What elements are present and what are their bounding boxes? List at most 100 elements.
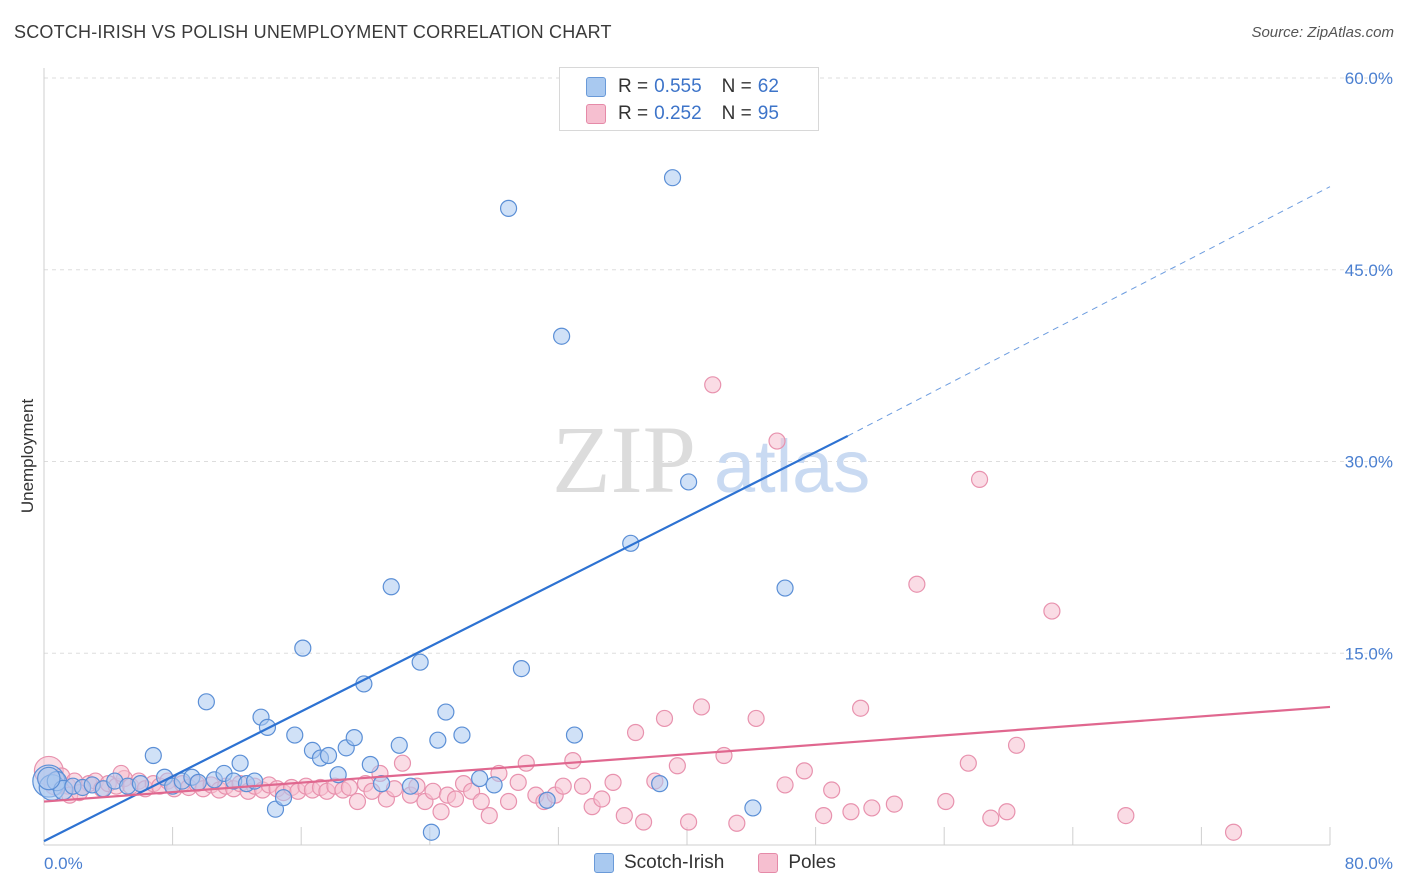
poles-point xyxy=(728,814,746,832)
scotch-irish-point xyxy=(471,769,489,788)
legend-item-poles[interactable]: Poles xyxy=(758,852,836,874)
scotch-irish-point xyxy=(744,799,762,817)
poles-point xyxy=(634,813,653,831)
scotch-irish-point xyxy=(651,775,669,793)
scotch-irish-point xyxy=(274,789,293,807)
poles-point xyxy=(554,777,572,795)
poles-point xyxy=(885,795,903,813)
poles-point xyxy=(1117,806,1135,825)
y-tick-label: 15.0% xyxy=(1345,644,1393,663)
source-credit: Source: ZipAtlas.com xyxy=(1251,24,1394,41)
scotch-irish-point xyxy=(422,823,441,841)
correlation-legend: R = 0.555 N = 62 R = 0.252 N = 95 xyxy=(559,67,819,131)
scotch-irish-point xyxy=(189,773,207,791)
legend-n-label: N = xyxy=(721,103,752,124)
scotch-irish-point xyxy=(390,736,408,754)
poles-point xyxy=(970,470,989,488)
scotch-irish-point xyxy=(453,726,471,744)
scotch-irish-point xyxy=(429,731,447,749)
poles-point xyxy=(959,754,977,772)
legend-swatch-scotch-irish xyxy=(594,853,614,873)
poles-point xyxy=(998,803,1016,821)
zipatlas-watermark: ZIP atlas xyxy=(552,406,870,513)
poles-point xyxy=(842,803,860,821)
poles-point xyxy=(715,746,733,765)
poles-point xyxy=(472,792,490,811)
y-tick-label: 60.0% xyxy=(1345,69,1393,88)
watermark-zip: ZIP xyxy=(552,406,696,513)
scotch-irish-point xyxy=(294,639,312,657)
poles-point xyxy=(1043,602,1061,620)
poles-point xyxy=(499,792,518,811)
poles-point xyxy=(1007,736,1026,754)
scotch-irish-point xyxy=(499,199,518,217)
poles-point xyxy=(1224,823,1243,841)
poles-point xyxy=(564,752,582,770)
scotch-irish-point xyxy=(37,766,61,791)
scotch-irish-point xyxy=(231,754,249,772)
scotch-irish-point xyxy=(401,777,420,795)
poles-point xyxy=(704,376,722,394)
poles-point xyxy=(573,777,592,795)
x-tick-label: 0.0% xyxy=(44,854,83,873)
legend-swatch-poles xyxy=(758,853,779,873)
legend-n-value: 95 xyxy=(757,103,779,124)
chart-title: SCOTCH-IRISH VS POLISH UNEMPLOYMENT CORR… xyxy=(14,22,612,42)
scotch-irish-point xyxy=(680,473,698,491)
poles-point xyxy=(692,698,711,716)
scotch-irish-point xyxy=(319,746,338,765)
legend-item-scotch-irish[interactable]: Scotch-Irish xyxy=(594,852,724,874)
poles-point xyxy=(908,575,926,593)
legend-label-poles: Poles xyxy=(788,852,836,873)
legend-swatch-pink xyxy=(586,104,606,124)
legend-r-label: R = xyxy=(618,76,649,97)
poles-point xyxy=(680,813,698,831)
poles-point xyxy=(747,709,765,728)
legend-label-scotch-irish: Scotch-Irish xyxy=(624,852,725,873)
series-legend: Scotch-Irish Poles xyxy=(594,852,870,874)
x-tick-label: 80.0% xyxy=(1345,854,1393,873)
poles-point xyxy=(655,709,674,728)
poles-point xyxy=(593,790,611,808)
scotch-irish-point xyxy=(286,726,304,744)
scotch-irish-point xyxy=(382,578,400,596)
poles-point xyxy=(776,776,794,794)
scotch-irish-point xyxy=(437,703,455,721)
poles-point xyxy=(446,790,465,808)
poles-point xyxy=(604,773,622,791)
poles-point xyxy=(348,792,367,811)
poles-point xyxy=(393,754,412,772)
scotch-irish-point xyxy=(144,746,162,765)
y-tick-label: 30.0% xyxy=(1345,453,1393,472)
legend-r-value: 0.555 xyxy=(654,76,702,97)
scotch-irish-point xyxy=(553,327,571,345)
poles-point xyxy=(823,781,841,799)
grid-lines xyxy=(44,77,1392,654)
poles-point xyxy=(852,699,870,717)
trend-lines xyxy=(43,186,1331,843)
poles-point xyxy=(432,803,450,821)
scotch-irish-trend-line xyxy=(43,434,849,843)
poles-point xyxy=(937,792,955,811)
legend-r-value: 0.252 xyxy=(654,103,702,124)
scotch-irish-point xyxy=(565,726,584,744)
poles-point xyxy=(340,778,359,797)
poles-trend-line xyxy=(43,705,1331,803)
poles-point xyxy=(863,799,881,817)
scotch-irish-trend-extension xyxy=(847,186,1331,437)
scotch-irish-point xyxy=(663,169,682,187)
legend-n-label: N = xyxy=(721,76,752,97)
scotch-irish-point xyxy=(776,579,794,597)
scotch-irish-point xyxy=(411,653,429,671)
poles-point xyxy=(615,806,633,825)
scotch-irish-point xyxy=(512,659,531,678)
y-tick-label: 45.0% xyxy=(1345,261,1393,280)
legend-r-label: R = xyxy=(618,103,649,124)
tick-labels: 15.0% 30.0% 45.0% 60.0% 0.0% 80.0% xyxy=(44,69,1393,873)
poles-point xyxy=(424,782,442,800)
scotch-irish-point xyxy=(197,693,215,711)
poles-point xyxy=(815,806,833,825)
legend-row-poles: R = 0.252 N = 95 xyxy=(586,102,779,126)
scotch-irish-point xyxy=(538,791,556,809)
poles-point xyxy=(480,806,498,825)
